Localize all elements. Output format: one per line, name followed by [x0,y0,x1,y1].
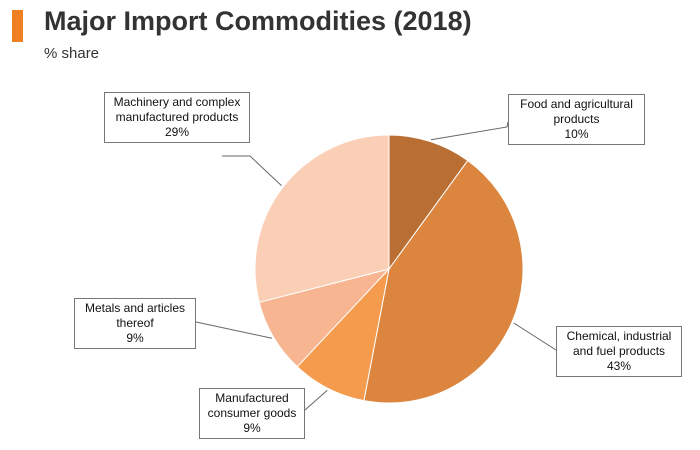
leader-line [304,389,328,411]
chart-subtitle: % share [44,45,100,62]
leader-line [222,155,282,186]
leader-line [513,322,557,351]
slice-label-food: Food and agricultural products 10% [508,94,645,145]
slice-label-chemical-text: Chemical, industrial and fuel products [566,329,672,358]
slice-label-consumer-text: Manufactured consumer goods [207,391,297,420]
slice-label-food-value: 10% [564,127,589,141]
slice-label-metals-text: Metals and articles thereof [84,301,186,330]
leader-lines [195,121,557,411]
slice-label-food-text: Food and agricultural products [520,97,633,126]
slice-label-consumer-value: 9% [243,421,261,435]
slice-label-chemical-value: 43% [606,359,632,373]
slice-label-chemical: Chemical, industrial and fuel products 4… [556,326,682,377]
chart-title: Major Import Commodities (2018) [44,6,472,36]
pie-slice-machinery [254,134,390,303]
leader-line [430,121,509,141]
pie-slice-chemical [363,159,524,404]
title-accent-bar [12,10,23,42]
slice-label-machinery-text: Machinery and complex manufactured produ… [113,95,241,124]
pie-slice-food [388,134,469,271]
leader-line [195,321,273,339]
slice-label-consumer: Manufactured consumer goods 9% [199,388,305,439]
pie-slices [254,134,524,404]
slice-label-metals: Metals and articles thereof 9% [74,298,196,349]
slice-label-metals-value: 9% [126,331,144,345]
slice-label-machinery-value: 29% [164,125,190,139]
slice-label-machinery: Machinery and complex manufactured produ… [104,92,250,143]
